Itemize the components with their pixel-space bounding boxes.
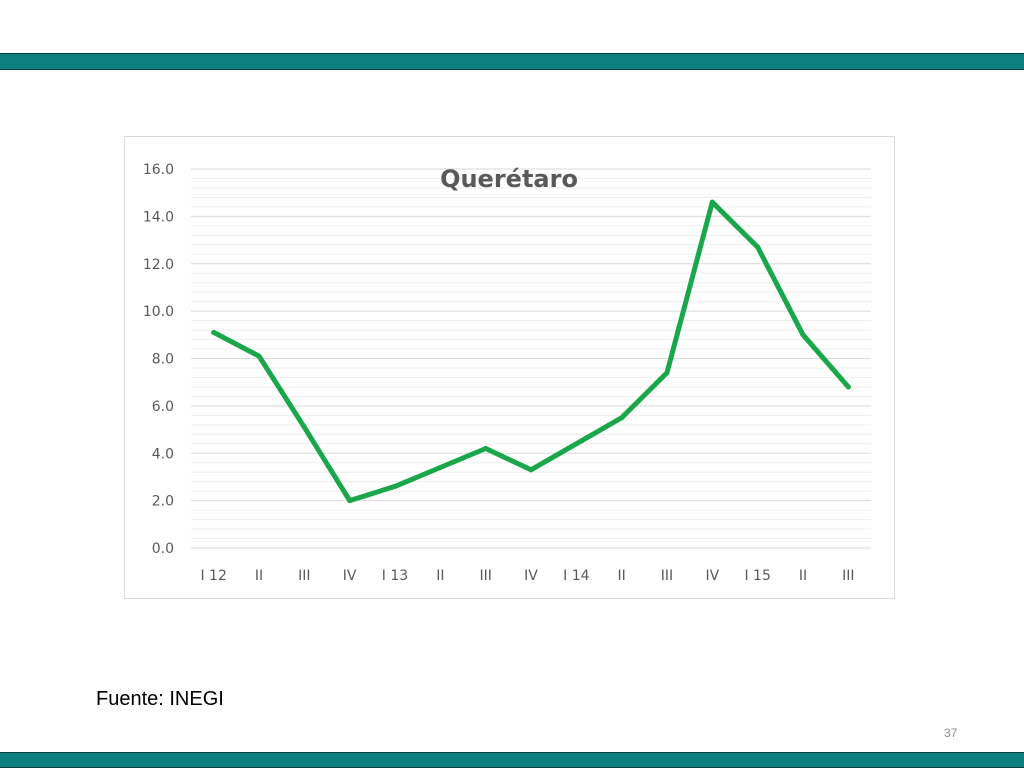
y-tick-label: 8.0	[152, 352, 174, 368]
data-point	[709, 199, 715, 205]
y-tick-label: 6.0	[152, 399, 174, 415]
x-tick-label: III	[298, 568, 310, 584]
grid-lines	[191, 168, 871, 549]
y-tick-label: 16.0	[143, 162, 174, 178]
x-tick-label: I 14	[563, 568, 589, 584]
y-tick-label: 0.0	[152, 541, 174, 557]
x-tick-label: II	[255, 568, 263, 584]
x-tick-label: II	[618, 568, 626, 584]
y-axis-tick-labels: 0.0 2.0 4.0 6.0 8.0 10.0 12.0 14.0 16.0	[143, 162, 174, 557]
x-axis-tick-labels: I 12 II III IV I 13 II III IV I 14 II III IV I 15 II I…	[200, 568, 854, 584]
y-tick-label: 10.0	[143, 304, 174, 320]
data-point	[211, 329, 217, 335]
series-line	[211, 199, 851, 504]
chart-title: Querétaro	[440, 165, 578, 193]
x-tick-label: III	[661, 568, 673, 584]
data-point	[845, 384, 851, 390]
x-tick-label: IV	[343, 568, 357, 584]
data-point	[256, 353, 262, 359]
chart-frame: 0.0 2.0 4.0 6.0 8.0 10.0 12.0 14.0 16.0 I 12 II II…	[124, 136, 895, 599]
x-tick-label: II	[436, 568, 444, 584]
data-point	[528, 467, 534, 473]
data-point	[347, 498, 353, 504]
data-point	[573, 441, 579, 447]
data-point	[755, 244, 761, 250]
data-point	[437, 464, 443, 470]
series-layer	[211, 199, 851, 504]
top-header-band	[0, 53, 1024, 70]
source-note: Fuente: INEGI	[96, 688, 224, 710]
x-tick-label: III	[479, 568, 491, 584]
data-point	[800, 332, 806, 338]
data-point	[392, 483, 398, 489]
y-tick-label: 14.0	[143, 209, 174, 225]
y-tick-label: 12.0	[143, 257, 174, 273]
x-tick-label: IV	[705, 568, 719, 584]
x-tick-label: III	[842, 568, 854, 584]
data-point	[483, 446, 489, 452]
x-tick-label: I 15	[744, 568, 770, 584]
data-point	[619, 415, 625, 421]
y-tick-label: 4.0	[152, 446, 174, 462]
x-tick-label: I 13	[382, 568, 408, 584]
x-tick-label: I 12	[200, 568, 226, 584]
page-number: 37	[944, 726, 958, 740]
x-tick-label: II	[799, 568, 807, 584]
x-tick-label: IV	[524, 568, 538, 584]
data-point	[301, 424, 307, 430]
bottom-footer-band	[0, 752, 1024, 768]
data-point	[664, 370, 670, 376]
line-chart: 0.02.04.06.08.010.012.014.016.0 I 12 II II…	[143, 162, 871, 584]
y-tick-label: 2.0	[152, 494, 174, 510]
